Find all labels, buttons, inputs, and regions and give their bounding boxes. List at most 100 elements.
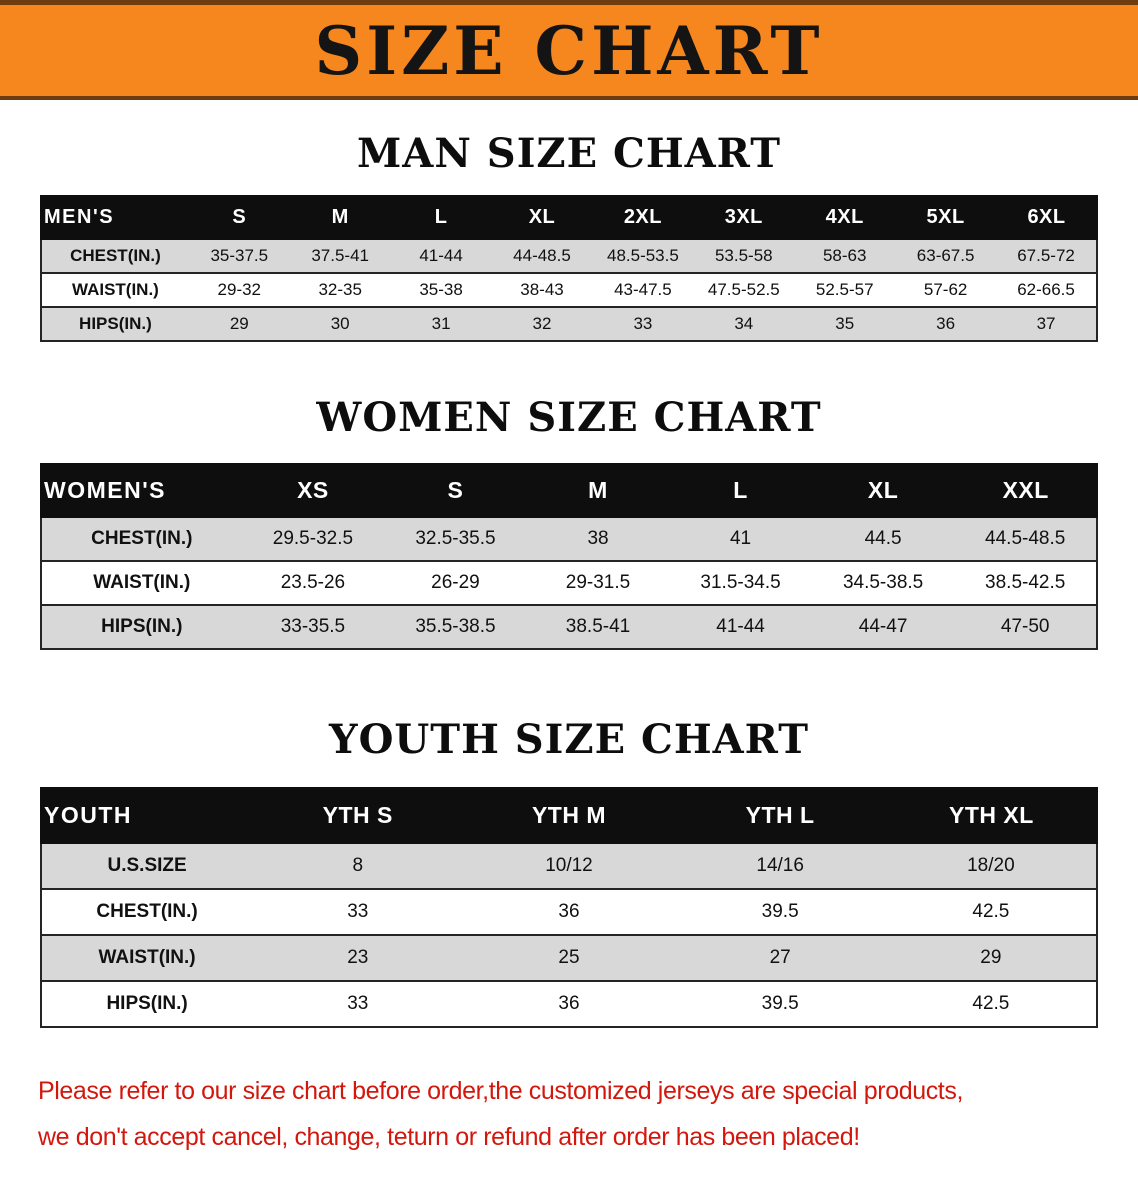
size-value-cell: 38.5-42.5 — [954, 560, 1097, 606]
size-value-cell: 18/20 — [885, 842, 1097, 890]
size-value-cell: 26-29 — [384, 560, 527, 606]
size-value-cell: 29 — [885, 934, 1097, 982]
size-value-cell: 29.5-32.5 — [241, 516, 385, 562]
size-value-cell: 38-43 — [491, 272, 593, 308]
size-table: YOUTH YTH S YTH M YTH L YTH XL U.S.SIZE 8 10/12… — [39, 787, 1099, 1028]
size-column-header: M — [288, 195, 392, 240]
footer-notice: Please refer to our size chart before or… — [38, 1068, 1100, 1161]
size-value-cell: 37 — [996, 306, 1097, 342]
size-value-cell: 29 — [188, 306, 290, 342]
size-value-cell: 47-50 — [954, 604, 1097, 650]
size-value-cell: 67.5-72 — [996, 238, 1097, 274]
size-value-cell: 48.5-53.5 — [592, 238, 694, 274]
size-value-cell: 23 — [252, 934, 464, 982]
size-value-cell: 35-38 — [390, 272, 492, 308]
table-row: CHEST(IN.) 33 36 39.5 42.5 — [41, 888, 1097, 936]
header-row: YOUTH YTH S YTH M YTH L YTH XL — [39, 787, 1099, 844]
size-value-cell: 33 — [592, 306, 694, 342]
size-column-header: YTH S — [251, 787, 465, 844]
men-section-heading: MAN SIZE CHART — [357, 130, 781, 177]
notice-line-2: we don't accept cancel, change, teturn o… — [38, 1123, 860, 1152]
size-value-cell: 36 — [895, 306, 997, 342]
size-value-cell: 35 — [794, 306, 896, 342]
table-row: WAIST(IN.) 29-32 32-35 35-38 38-43 43-47.5 47.… — [41, 272, 1097, 308]
size-column-header: 6XL — [995, 195, 1098, 240]
row-label: HIPS(IN.) — [41, 604, 242, 650]
section-men: MAN SIZE CHART MEN'S S M L XL 2XL 3XL 4XL 5XL 6XL… — [0, 130, 1138, 342]
size-value-cell: 29-32 — [188, 272, 290, 308]
size-column-header: S — [383, 463, 528, 518]
row-label: CHEST(IN.) — [41, 516, 242, 562]
size-value-cell: 41-44 — [669, 604, 812, 650]
table-row: HIPS(IN.) 33 36 39.5 42.5 — [41, 980, 1097, 1028]
size-value-cell: 34.5-38.5 — [811, 560, 955, 606]
section-women: WOMEN SIZE CHART WOMEN'S XS S M L XL XXL CHEST(… — [0, 394, 1138, 650]
size-value-cell: 31 — [390, 306, 492, 342]
size-table: MEN'S S M L XL 2XL 3XL 4XL 5XL 6XL CHEST(IN.) 35-37… — [40, 195, 1098, 342]
size-value-cell: 39.5 — [674, 888, 886, 936]
row-label: HIPS(IN.) — [41, 306, 189, 342]
size-value-cell: 44.5 — [811, 516, 955, 562]
size-value-cell: 36 — [463, 888, 675, 936]
header-row: WOMEN'S XS S M L XL XXL — [40, 463, 1098, 518]
size-column-header: 4XL — [793, 195, 897, 240]
row-label: CHEST(IN.) — [41, 888, 253, 936]
size-column-header: XXL — [953, 463, 1098, 518]
size-column-header: YTH XL — [884, 787, 1099, 844]
table-row: WAIST(IN.) 23.5-26 26-29 29-31.5 31.5-34.5 34… — [41, 560, 1097, 606]
size-value-cell: 8 — [252, 842, 464, 890]
size-value-cell: 58-63 — [794, 238, 896, 274]
size-value-cell: 62-66.5 — [996, 272, 1097, 308]
size-value-cell: 42.5 — [885, 888, 1097, 936]
size-value-cell: 44.5-48.5 — [954, 516, 1097, 562]
size-column-header: XL — [810, 463, 956, 518]
size-value-cell: 38 — [526, 516, 670, 562]
size-value-cell: 53.5-58 — [693, 238, 795, 274]
size-column-header: S — [187, 195, 291, 240]
size-value-cell: 27 — [674, 934, 886, 982]
table-row: HIPS(IN.) 33-35.5 35.5-38.5 38.5-41 41-44 44-… — [41, 604, 1097, 650]
size-value-cell: 35.5-38.5 — [384, 604, 527, 650]
size-value-cell: 42.5 — [885, 980, 1097, 1028]
size-column-header: 5XL — [894, 195, 998, 240]
table-title-cell: MEN'S — [40, 195, 190, 240]
row-label: WAIST(IN.) — [41, 272, 189, 308]
size-value-cell: 33 — [252, 980, 464, 1028]
size-value-cell: 44-48.5 — [491, 238, 593, 274]
size-value-cell: 63-67.5 — [895, 238, 997, 274]
table-title-cell: WOMEN'S — [40, 463, 243, 518]
row-label: WAIST(IN.) — [41, 560, 242, 606]
size-value-cell: 33 — [252, 888, 464, 936]
size-value-cell: 35-37.5 — [188, 238, 290, 274]
women-section-heading: WOMEN SIZE CHART — [316, 394, 822, 441]
table-row: CHEST(IN.) 29.5-32.5 32.5-35.5 38 41 44.5 44.5… — [41, 516, 1097, 562]
table-row: HIPS(IN.) 29 30 31 32 33 34 35 36 37 — [41, 306, 1097, 342]
mens-size-table: MEN'S S M L XL 2XL 3XL 4XL 5XL 6XL CHEST(IN.) 35-37… — [40, 195, 1098, 342]
row-label: CHEST(IN.) — [41, 238, 189, 274]
size-column-header: YTH L — [673, 787, 887, 844]
size-value-cell: 37.5-41 — [289, 238, 391, 274]
size-column-header: 3XL — [692, 195, 796, 240]
table-title-cell: YOUTH — [39, 787, 254, 844]
size-value-cell: 41 — [669, 516, 812, 562]
size-column-header: 2XL — [591, 195, 695, 240]
row-label: U.S.SIZE — [41, 842, 253, 890]
table-row: U.S.SIZE 8 10/12 14/16 18/20 — [41, 842, 1097, 890]
size-value-cell: 33-35.5 — [241, 604, 385, 650]
header-row: MEN'S S M L XL 2XL 3XL 4XL 5XL 6XL — [40, 195, 1098, 240]
youth-section-heading: YOUTH SIZE CHART — [329, 716, 809, 763]
size-value-cell: 32-35 — [289, 272, 391, 308]
size-value-cell: 30 — [289, 306, 391, 342]
size-value-cell: 47.5-52.5 — [693, 272, 795, 308]
size-value-cell: 43-47.5 — [592, 272, 694, 308]
size-value-cell: 25 — [463, 934, 675, 982]
size-value-cell: 31.5-34.5 — [669, 560, 812, 606]
womens-size-table: WOMEN'S XS S M L XL XXL CHEST(IN.) 29.5-32.5 32.5… — [40, 463, 1098, 650]
size-value-cell: 52.5-57 — [794, 272, 896, 308]
size-value-cell: 34 — [693, 306, 795, 342]
notice-line-1: Please refer to our size chart before or… — [38, 1077, 963, 1105]
size-value-cell: 32 — [491, 306, 593, 342]
size-column-header: L — [389, 195, 493, 240]
size-column-header: M — [525, 463, 671, 518]
section-youth: YOUTH SIZE CHART YOUTH YTH S YTH M YTH L YTH… — [0, 716, 1138, 1028]
